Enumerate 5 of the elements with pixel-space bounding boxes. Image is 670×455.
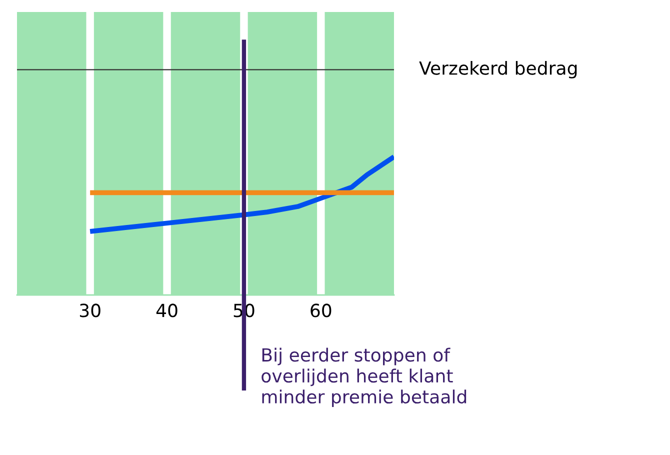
x-tick-label: 40 [156,304,178,318]
ref-line-label: Bij eerder stoppen of overlijden heeft klant minder premie betaald [262,348,466,408]
ref-line-label: Verzekerd bedrag [419,60,577,78]
x-tick-label: 30 [80,304,100,318]
x-tick-label: 60 [310,304,332,318]
